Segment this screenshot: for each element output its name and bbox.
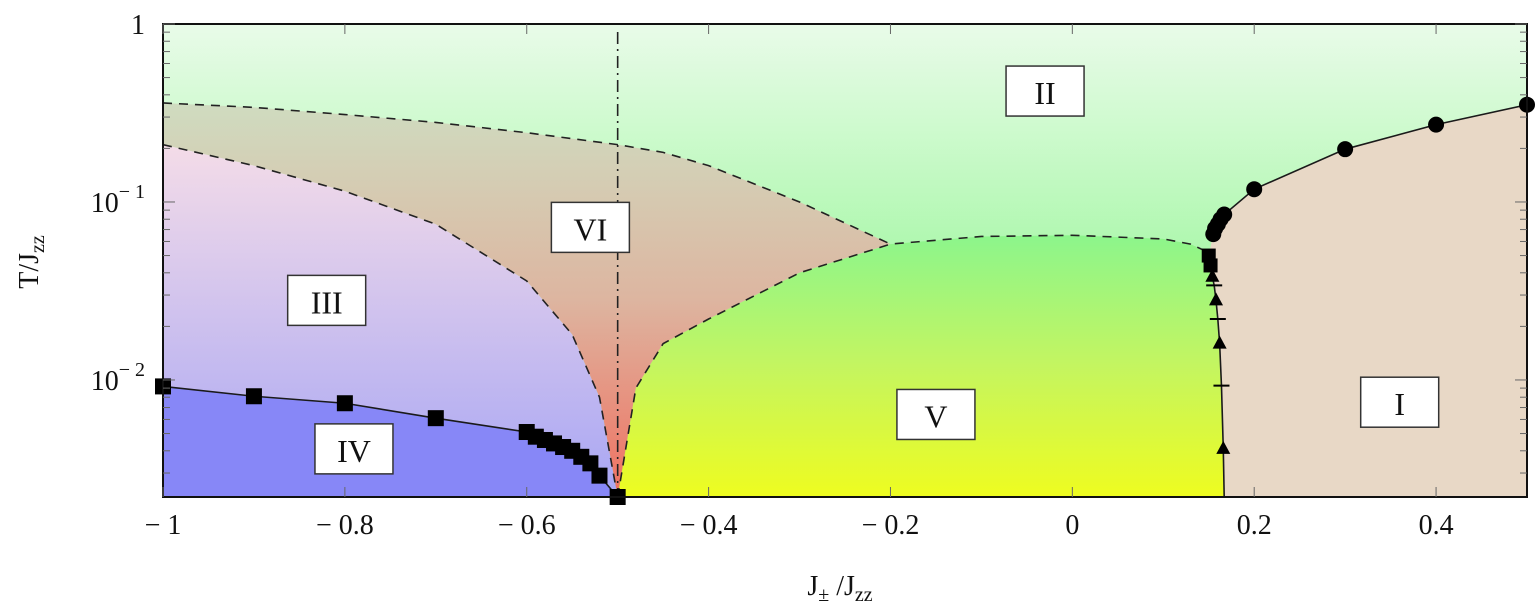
y-tick-label: 10− 1 bbox=[91, 181, 145, 219]
dashed-boundary bbox=[616, 234, 1210, 497]
region-I-fill bbox=[1208, 104, 1527, 497]
dashed-boundary bbox=[163, 102, 891, 245]
x-axis-title: J± /Jzz bbox=[807, 571, 872, 606]
region-label-V: V bbox=[896, 388, 976, 441]
circle-marker bbox=[1428, 116, 1445, 133]
region-label-VI: VI bbox=[550, 201, 631, 254]
circle-marker bbox=[1337, 141, 1354, 158]
svg-text:IV: IV bbox=[337, 433, 371, 469]
triangle-marker bbox=[1205, 268, 1220, 282]
svg-text:V: V bbox=[924, 398, 947, 434]
x-tick-label: − 0.8 bbox=[316, 510, 374, 541]
region-label-II: II bbox=[1005, 65, 1085, 117]
triangle-marker bbox=[1212, 335, 1227, 349]
y-tick-label: 10− 2 bbox=[91, 359, 145, 397]
x-tick-label: 0 bbox=[1065, 510, 1079, 541]
x-tick-label: − 0.6 bbox=[498, 510, 556, 541]
dashed-boundary bbox=[163, 143, 619, 497]
axes: − 1 − 0.8 − 0.6 − 0.4 − 0.2 0 0.2 0.4 1 10− 1 10− … bbox=[91, 10, 1535, 541]
square-marker bbox=[582, 455, 599, 472]
square-marker bbox=[1203, 258, 1218, 273]
x-tick-label: − 0.2 bbox=[862, 510, 920, 541]
circle-marker bbox=[1246, 181, 1263, 198]
plot-frame bbox=[162, 23, 1528, 498]
y-tick-label: 1 bbox=[131, 10, 145, 41]
square-marker bbox=[245, 388, 262, 405]
x-tick-label: − 1 bbox=[145, 510, 182, 541]
plot-area bbox=[163, 24, 1527, 497]
x-tick-label: − 0.4 bbox=[680, 510, 738, 541]
region-label-III: III bbox=[286, 274, 367, 327]
square-marker bbox=[591, 467, 608, 484]
square-marker bbox=[427, 410, 444, 427]
region-V-fill bbox=[617, 235, 1225, 497]
region-VI-fill bbox=[163, 102, 891, 497]
triangle-marker bbox=[1216, 440, 1231, 454]
y-axis-title: T/Jzz bbox=[14, 235, 49, 289]
svg-text:II: II bbox=[1034, 75, 1055, 111]
triangle-marker bbox=[1209, 292, 1224, 306]
svg-text:VI: VI bbox=[574, 211, 608, 247]
region-label-I: I bbox=[1359, 376, 1440, 428]
square-marker bbox=[336, 395, 353, 412]
region-label-IV: IV bbox=[314, 423, 394, 475]
x-tick-label: 0.2 bbox=[1237, 510, 1272, 541]
svg-text:I: I bbox=[1394, 386, 1405, 422]
circle-marker bbox=[1216, 206, 1233, 223]
svg-text:III: III bbox=[311, 284, 343, 320]
x-tick-label: 0.4 bbox=[1419, 510, 1454, 541]
